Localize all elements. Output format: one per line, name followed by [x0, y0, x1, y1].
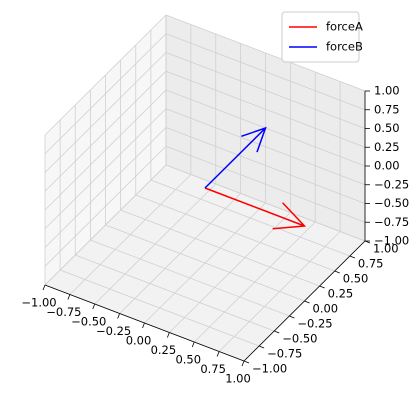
z-tick-label: 0.25 — [374, 140, 400, 154]
y-tick-label: 0.00 — [313, 302, 339, 316]
grid-line — [165, 108, 366, 186]
y-tick-label: −1.00 — [252, 362, 287, 376]
arrow-shaft — [204, 126, 267, 189]
grid-line — [75, 254, 275, 332]
grid-line — [150, 179, 351, 257]
grid-line — [135, 194, 335, 272]
grid-line — [165, 14, 366, 92]
tick-mark — [304, 300, 310, 304]
y-tick-label: −0.75 — [267, 347, 302, 361]
z-tick-label: 1.00 — [374, 84, 400, 98]
x-tick-label: −0.75 — [46, 305, 81, 319]
z-tick-label: −0.25 — [374, 177, 409, 191]
tick-mark — [67, 294, 71, 300]
grid-line — [165, 164, 366, 242]
grid-line — [44, 33, 167, 155]
grid-line — [59, 269, 260, 347]
tick-mark — [243, 360, 250, 364]
tick-mark — [258, 345, 265, 349]
y-tick-label: 1.00 — [373, 242, 399, 256]
z-tick-label: 0.00 — [374, 159, 400, 173]
tick-mark — [216, 351, 220, 357]
grid-line — [44, 70, 167, 192]
grid-line — [44, 89, 167, 211]
tick-mark — [349, 255, 356, 259]
y-tick-label: −0.50 — [282, 332, 317, 346]
tick-mark — [241, 360, 245, 367]
grid-line — [44, 145, 167, 267]
x-axis — [44, 284, 245, 362]
z-tick-label: 0.50 — [374, 121, 400, 135]
tick-mark — [319, 285, 325, 289]
tick-mark — [289, 315, 295, 319]
grid-line — [105, 224, 305, 302]
grid-line — [44, 52, 167, 173]
y-tick-label: 0.50 — [343, 272, 369, 286]
tick-mark — [92, 303, 96, 310]
x-tick-label: 0.50 — [175, 353, 201, 367]
grid-line — [165, 70, 366, 148]
grid-line — [165, 52, 366, 129]
x-tick-label: 0.75 — [200, 362, 226, 376]
z-tick-label: −1.00 — [374, 234, 409, 248]
x-tick-label: 0.25 — [151, 343, 177, 357]
arrow — [204, 187, 307, 230]
tick-mark — [167, 332, 170, 338]
grid-line — [165, 127, 366, 204]
grid-line — [90, 239, 290, 317]
y-tick-label: 0.75 — [358, 257, 384, 271]
grid-line — [44, 127, 167, 248]
tick-mark — [42, 284, 46, 291]
grid-line — [165, 33, 366, 111]
grid-line — [44, 164, 167, 286]
y-tick-label: 0.25 — [328, 287, 354, 301]
grid-line — [165, 145, 366, 223]
tick-mark — [274, 330, 280, 334]
y-tick-label: −0.25 — [297, 317, 332, 331]
x-tick-label: −1.00 — [21, 296, 56, 310]
legend-box — [281, 11, 360, 63]
tick-mark — [334, 270, 340, 274]
grid-line — [120, 209, 320, 287]
y-axis — [243, 240, 366, 362]
tick-mark — [191, 341, 195, 348]
legend-label: forceB — [326, 40, 363, 54]
grid-line — [44, 108, 167, 230]
tick-mark — [142, 322, 145, 329]
z-tick-label: 0.75 — [374, 102, 400, 116]
z-tick-label: −0.75 — [374, 215, 409, 229]
x-tick-label: 0.00 — [126, 334, 152, 348]
z-tick-label: −0.50 — [374, 196, 409, 210]
arrow-shaft — [204, 187, 307, 230]
legend-label: forceA — [326, 20, 363, 34]
x-tick-label: −0.50 — [71, 315, 106, 329]
x-tick-label: −0.25 — [96, 324, 131, 338]
arrow — [204, 126, 267, 189]
grid-line — [44, 14, 167, 136]
tick-mark — [117, 313, 120, 319]
x-tick-label: 1.00 — [225, 372, 251, 386]
